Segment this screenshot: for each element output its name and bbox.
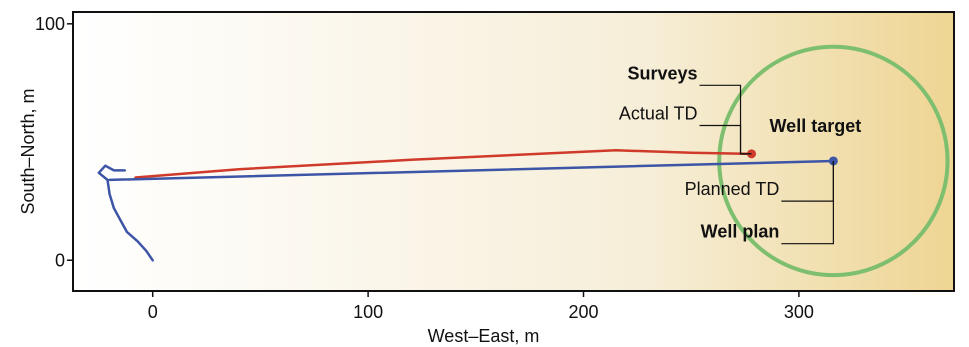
y-tick-label: 100 — [35, 14, 65, 34]
surveys-line — [134, 149, 753, 179]
planned-td-annotation: Planned TD — [685, 179, 780, 199]
x-tick-label: 300 — [784, 302, 814, 322]
x-axis-title: West–East, m — [428, 326, 540, 346]
well-plan-line — [108, 159, 835, 182]
y-axis-title: South–North, m — [18, 88, 38, 214]
surveys-annotation: Surveys — [627, 63, 697, 83]
x-tick-label: 100 — [353, 302, 383, 322]
plot-area — [72, 11, 955, 292]
y-tick-label: 0 — [55, 250, 65, 270]
well-plan-leader-line — [781, 160, 834, 245]
well-target-circle — [717, 44, 950, 278]
actual-td-leader-line — [699, 124, 752, 155]
actual-td-annotation: Actual TD — [619, 103, 698, 123]
well-plan-annotation: Well plan — [701, 222, 780, 242]
series-3-line — [97, 164, 154, 262]
x-tick-label: 200 — [568, 302, 598, 322]
x-tick-label: 0 — [148, 302, 158, 322]
well-target-label: Well target — [770, 116, 862, 136]
